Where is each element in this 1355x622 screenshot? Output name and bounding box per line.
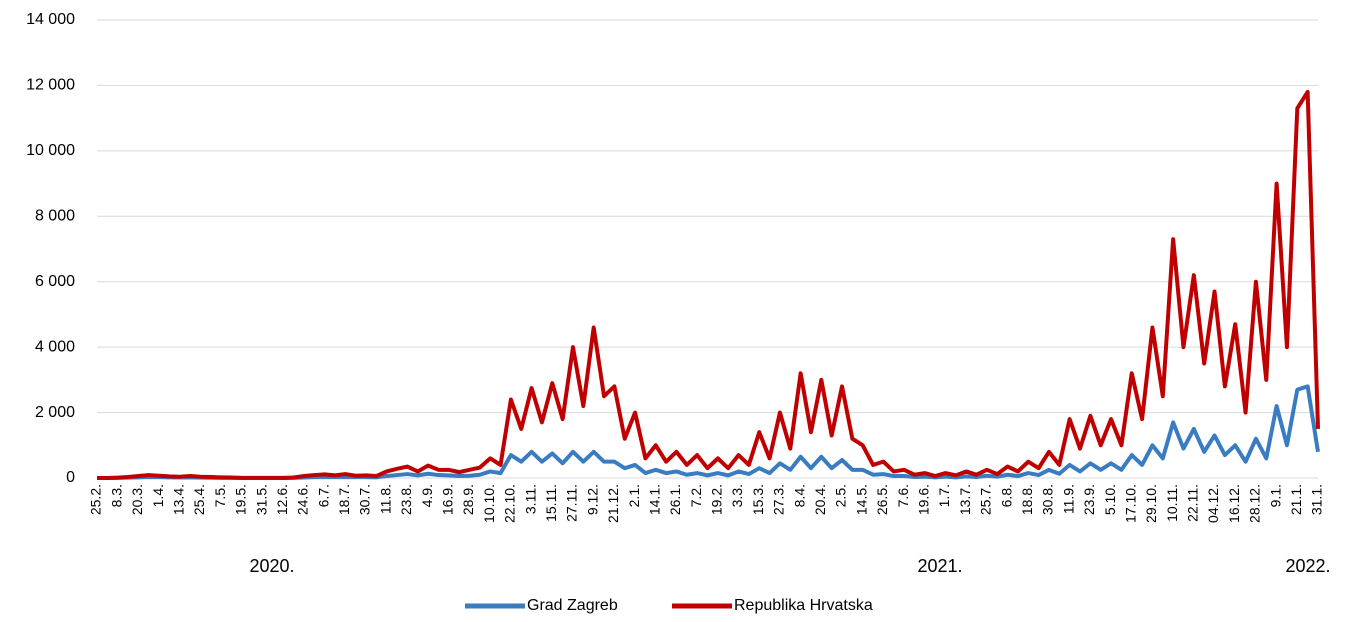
x-tick-label: 21.1.: [1288, 484, 1304, 515]
x-tick-label: 31.1.: [1309, 484, 1325, 515]
x-tick-label: 25.4.: [191, 484, 207, 515]
x-tick-label: 20.4.: [812, 484, 828, 515]
x-tick-label: 16.9.: [440, 484, 456, 515]
x-tick-label: 11.8.: [377, 484, 393, 514]
x-tick-label: 8.3.: [108, 484, 124, 507]
series-line: [97, 89, 1320, 480]
year-label: 2021.: [917, 556, 962, 576]
x-tick-label: 7.2.: [688, 484, 704, 507]
x-tick-label: 16.12.: [1226, 484, 1242, 523]
x-tick-label: 22.10.: [502, 484, 518, 523]
year-label: 2022.: [1285, 556, 1330, 576]
x-tick-label: 7.6.: [895, 484, 911, 507]
x-tick-label: 2.1.: [626, 484, 642, 507]
x-tick-label: 15.11.: [543, 484, 559, 522]
y-tick-label: 14 000: [26, 11, 75, 28]
y-tick-label: 8 000: [35, 208, 75, 225]
y-tick-label: 2 000: [35, 404, 75, 421]
x-tick-label: 28.12.: [1247, 484, 1263, 523]
x-tick-label: 1.7.: [936, 484, 952, 507]
y-tick-label: 10 000: [26, 142, 75, 159]
x-tick-label: 29.10.: [1143, 484, 1159, 523]
x-tick-label: 3.11.: [522, 484, 538, 514]
x-tick-label: 23.9.: [1081, 484, 1097, 515]
x-tick-label: 22.11.: [1185, 484, 1201, 522]
x-tick-label: 6.8.: [998, 484, 1014, 507]
x-tick-label: 13.4.: [170, 484, 186, 515]
legend-label: Grad Zagreb: [527, 597, 618, 614]
x-tick-label: 20.3.: [129, 484, 145, 515]
x-tick-label: 19.5.: [233, 484, 249, 515]
x-tick-label: 14.1.: [646, 484, 662, 515]
series-line: [97, 384, 1320, 480]
x-tick-label: 26.1.: [667, 484, 683, 515]
x-tick-label: 11.9.: [1060, 484, 1076, 514]
x-tick-label: 25.7.: [978, 484, 994, 515]
x-tick-label: 8.4.: [791, 484, 807, 507]
x-tick-label: 12.6.: [274, 484, 290, 515]
x-tick-label: 18.7.: [336, 484, 352, 515]
x-tick-label: 26.5.: [874, 484, 890, 515]
x-tick-label: 7.5.: [212, 484, 228, 507]
x-tick-label: 30.7.: [357, 484, 373, 515]
x-tick-label: 9.12.: [584, 484, 600, 515]
year-label: 2020.: [249, 556, 294, 576]
x-tick-label: 14.5.: [853, 484, 869, 515]
x-tick-label: 18.8.: [1019, 484, 1035, 515]
x-tick-label: 19.2.: [709, 484, 725, 515]
x-tick-label: 10.11.: [1164, 484, 1180, 522]
legend-label: Republika Hrvatska: [734, 597, 873, 614]
x-tick-label: 04.12.: [1205, 484, 1221, 523]
x-tick-label: 6.7.: [315, 484, 331, 507]
x-tick-label: 1.4.: [150, 484, 166, 507]
x-tick-label: 10.10.: [481, 484, 497, 523]
x-tick-label: 19.6.: [915, 484, 931, 515]
x-tick-label: 5.10.: [1102, 484, 1118, 515]
x-tick-label: 23.8.: [398, 484, 414, 515]
y-tick-label: 4 000: [35, 338, 75, 355]
x-tick-label: 28.9.: [460, 484, 476, 515]
x-tick-label: 2.5.: [833, 484, 849, 507]
x-tick-label: 15.3.: [750, 484, 766, 515]
x-tick-label: 27.11.: [564, 484, 580, 522]
y-tick-label: 0: [66, 469, 75, 486]
x-tick-label: 13.7.: [957, 484, 973, 515]
x-tick-label: 25.2.: [88, 484, 104, 515]
x-tick-label: 9.1.: [1267, 484, 1283, 507]
x-tick-label: 27.3.: [771, 484, 787, 515]
x-tick-label: 4.9.: [419, 484, 435, 507]
y-tick-label: 12 000: [26, 77, 75, 94]
x-tick-label: 31.5.: [253, 484, 269, 515]
x-tick-label: 3.3.: [729, 484, 745, 507]
x-tick-label: 17.10.: [1122, 484, 1138, 523]
x-tick-label: 30.8.: [1040, 484, 1056, 515]
y-tick-label: 6 000: [35, 273, 75, 290]
x-tick-label: 24.6.: [295, 484, 311, 515]
x-tick-label: 21.12.: [605, 484, 621, 523]
